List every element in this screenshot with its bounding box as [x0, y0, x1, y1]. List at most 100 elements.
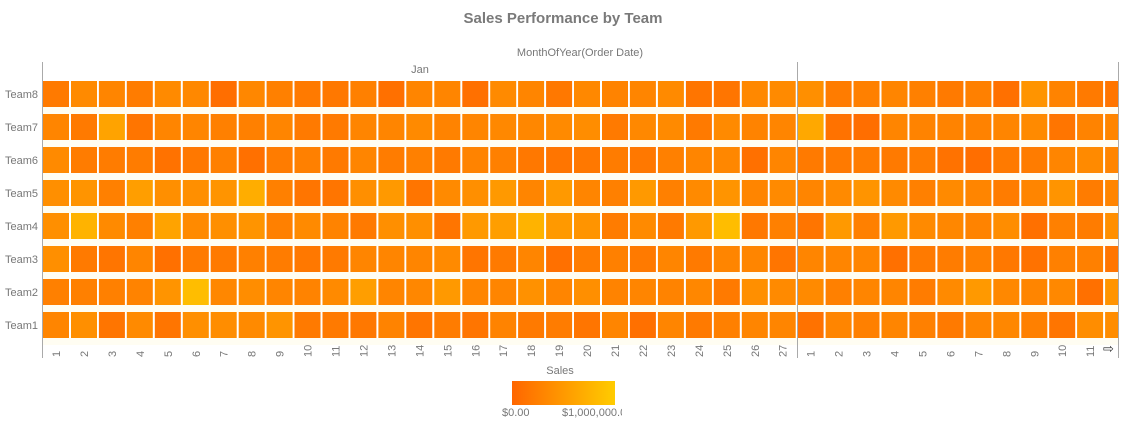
- heatmap-cell[interactable]: Team4 Jan 7: $400,000: [210, 213, 237, 239]
- heatmap-cell[interactable]: Team3 Feb 5: $200,000: [909, 246, 936, 272]
- heatmap-cell[interactable]: Team3 Jan 8: $250,000: [238, 246, 265, 272]
- heatmap-cell[interactable]: Team1 Feb 5: $250,000: [909, 312, 936, 338]
- heatmap-cell[interactable]: Team7 Jan 16: $300,000: [462, 114, 489, 140]
- heatmap-cell[interactable]: Team3 Jan 14: $300,000: [406, 246, 433, 272]
- heatmap-cell[interactable]: Team3 Feb 11: $250,000: [1077, 246, 1104, 272]
- heatmap-cell[interactable]: Team6 Feb 10: $300,000: [1049, 147, 1076, 173]
- heatmap-cell[interactable]: Team5 Jan 11: $150,000: [322, 180, 349, 206]
- heatmap-cell[interactable]: Team5 Jan 19: $500,000: [546, 180, 573, 206]
- heatmap-cell[interactable]: Team3 Jan 15: $350,000: [434, 246, 461, 272]
- heatmap-cell[interactable]: Team7 Feb 11: $280,000: [1077, 114, 1104, 140]
- heatmap-cell[interactable]: Team8 Jan 12: $250,000: [350, 81, 377, 107]
- heatmap-cell[interactable]: Team2 Jan 15: $500,000: [434, 279, 461, 305]
- heatmap-cell[interactable]: Team6 Jan 17: $250,000: [490, 147, 517, 173]
- heatmap-cell[interactable]: Team3 Jan 22: $200,000: [629, 246, 656, 272]
- heatmap-cell[interactable]: Team2 Jan 4: $280,000: [126, 279, 153, 305]
- heatmap-cell[interactable]: Team1 Jan 14: $150,000: [406, 312, 433, 338]
- heatmap-cell[interactable]: Team2 Feb 1: $350,000: [797, 279, 824, 305]
- heatmap-cell[interactable]: Team4 Jan 11: $280,000: [322, 213, 349, 239]
- heatmap-cell[interactable]: Team1 Jan 21: $300,000: [602, 312, 628, 338]
- heatmap-cell[interactable]: Team5 Jan 17: $500,000: [490, 180, 517, 206]
- heatmap-cell[interactable]: Team3 Jan 10: $180,000: [294, 246, 321, 272]
- heatmap-cell[interactable]: Team7 Feb 10: $150,000: [1049, 114, 1076, 140]
- heatmap-cell[interactable]: Team8 Jan 9: $250,000: [266, 81, 293, 107]
- heatmap-cell[interactable]: Team4 Feb 2: $500,000: [825, 213, 852, 239]
- heatmap-cell[interactable]: Team6 Feb 2: $200,000: [825, 147, 852, 173]
- heatmap-cell[interactable]: Team5 Feb 8: $220,000: [993, 180, 1020, 206]
- heatmap-cell[interactable]: Team4 Feb 5: $350,000: [909, 213, 936, 239]
- heatmap-cell[interactable]: Team7 Jan 25: $350,000: [713, 114, 740, 140]
- heatmap-cell[interactable]: Team8 Jan 15: $300,000: [434, 81, 461, 107]
- heatmap-cell[interactable]: Team6 Jan 1: $350,000: [43, 147, 69, 173]
- heatmap-cell[interactable]: Team3 Jan 13: $300,000: [378, 246, 405, 272]
- heatmap-cell[interactable]: Team3 Feb 6: $220,000: [937, 246, 964, 272]
- heatmap-cell[interactable]: Team7 Feb 2: $120,000: [825, 114, 852, 140]
- heatmap-cell[interactable]: Team1 Jan 3: $150,000: [98, 312, 125, 338]
- heatmap-cell[interactable]: Team5 Jan 15: $350,000: [434, 180, 461, 206]
- heatmap-cell[interactable]: Team4 Jan 2: $750,000: [71, 213, 97, 239]
- heatmap-cell[interactable]: Team3 Jan 23: $300,000: [657, 246, 684, 272]
- heatmap-cell[interactable]: Team4 Feb 4: $500,000: [881, 213, 908, 239]
- heatmap-cell[interactable]: Team1 Feb 7: $300,000: [965, 312, 992, 338]
- heatmap-cell[interactable]: Team6 Jan 10: $250,000: [294, 147, 321, 173]
- heatmap-cell[interactable]: Team1 Jan 8: $350,000: [238, 312, 265, 338]
- heatmap-cell[interactable]: Team3 Jan 26: $300,000: [741, 246, 768, 272]
- heatmap-cell[interactable]: Team4 Jan 25: $850,000: [713, 213, 740, 239]
- heatmap-cell[interactable]: Team3 Jan 18: $300,000: [518, 246, 545, 272]
- heatmap-cell[interactable]: Team8 Jan 4: $220,000: [126, 81, 153, 107]
- heatmap-cell[interactable]: Team7 Feb 1: $650,000: [797, 114, 824, 140]
- heatmap-cell[interactable]: Team1 Jan 19: $220,000: [546, 312, 573, 338]
- heatmap-cell[interactable]: Team2 Jan 17: $300,000: [490, 279, 517, 305]
- heatmap-cell[interactable]: Team6 Jan 13: $220,000: [378, 147, 405, 173]
- heatmap-cell[interactable]: Team8 Feb 7: $250,000: [965, 81, 992, 107]
- heatmap-cell[interactable]: Team2 Feb 11: $100,000: [1077, 279, 1104, 305]
- heatmap-cell[interactable]: Team3 Feb 4: $100,000: [881, 246, 908, 272]
- heatmap-cell[interactable]: Team3 Jan 24: $200,000: [685, 246, 712, 272]
- heatmap-cell[interactable]: Team7 Jan 17: $330,000: [490, 114, 517, 140]
- heatmap-cell[interactable]: Team4 Jan 17: $550,000: [490, 213, 517, 239]
- heatmap-cell[interactable]: Team2 Feb 5: $220,000: [909, 279, 936, 305]
- heatmap-cell[interactable]: Team3 Feb 10: $250,000: [1049, 246, 1076, 272]
- heatmap-cell[interactable]: Team5 Jan 24: $350,000: [685, 180, 712, 206]
- heatmap-cell[interactable]: Team2 Jan 23: $280,000: [657, 279, 684, 305]
- heatmap-cell[interactable]: Team4 Jan 6: $350,000: [182, 213, 209, 239]
- heatmap-cell[interactable]: Team8 Jan 11: $180,000: [322, 81, 349, 107]
- heatmap-cell[interactable]: Team3 Jan 25: $300,000: [713, 246, 740, 272]
- heatmap-cell[interactable]: Team8 Feb 4: $300,000: [881, 81, 908, 107]
- heatmap-cell[interactable]: Team1 Jan 25: $250,000: [713, 312, 740, 338]
- heatmap-cell[interactable]: Team7 Jan 9: $300,000: [266, 114, 293, 140]
- heatmap-cell[interactable]: Team1 Jan 27: $300,000: [769, 312, 796, 338]
- heatmap-cell[interactable]: Team6 Jan 9: $220,000: [266, 147, 293, 173]
- heatmap-cell[interactable]: Team8 Feb 2: $220,000: [825, 81, 852, 107]
- heatmap-cell[interactable]: Team5 Jan 6: $400,000: [182, 180, 209, 206]
- heatmap-cell[interactable]: Team3 Feb 12: $150,000: [1105, 246, 1131, 272]
- heatmap-cell[interactable]: Team7 Jan 14: $350,000: [406, 114, 433, 140]
- heatmap-cell[interactable]: Team7 Jan 21: $200,000: [602, 114, 628, 140]
- heatmap-cell[interactable]: Team4 Jan 22: $350,000: [629, 213, 656, 239]
- heatmap-cell[interactable]: Team5 Feb 4: $350,000: [881, 180, 908, 206]
- heatmap-cell[interactable]: Team4 Jan 18: $750,000: [518, 213, 545, 239]
- heatmap-cell[interactable]: Team3 Feb 2: $300,000: [825, 246, 852, 272]
- heatmap-cell[interactable]: Team2 Jan 21: $280,000: [602, 279, 628, 305]
- heatmap-cell[interactable]: Team5 Jan 12: $400,000: [350, 180, 377, 206]
- heatmap-cell[interactable]: Team6 Feb 11: $350,000: [1077, 147, 1104, 173]
- heatmap-cell[interactable]: Team2 Jan 1: $250,000: [43, 279, 69, 305]
- heatmap-cell[interactable]: Team2 Jan 24: $320,000: [685, 279, 712, 305]
- heatmap-cell[interactable]: Team4 Jan 20: $450,000: [574, 213, 600, 239]
- heatmap-cell[interactable]: Team6 Feb 12: $300,000: [1105, 147, 1131, 173]
- heatmap-cell[interactable]: Team3 Jan 21: $250,000: [602, 246, 628, 272]
- heatmap-cell[interactable]: Team5 Jan 25: $450,000: [713, 180, 740, 206]
- heatmap-cell[interactable]: Team4 Jan 26: $180,000: [741, 213, 768, 239]
- heatmap-cell[interactable]: Team8 Feb 9: $450,000: [1021, 81, 1048, 107]
- heatmap-cell[interactable]: Team7 Feb 3: $80,000: [853, 114, 880, 140]
- heatmap-cell[interactable]: Team6 Feb 4: $200,000: [881, 147, 908, 173]
- heatmap-cell[interactable]: Team2 Jan 16: $300,000: [462, 279, 489, 305]
- heatmap-cell[interactable]: Team2 Jan 27: $350,000: [769, 279, 796, 305]
- heatmap-cell[interactable]: Team3 Jan 5: $100,000: [154, 246, 181, 272]
- heatmap-cell[interactable]: Team4 Jan 3: $350,000: [98, 213, 125, 239]
- heatmap-cell[interactable]: Team5 Jan 8: $700,000: [238, 180, 265, 206]
- heatmap-cell[interactable]: Team4 Feb 1: $150,000: [797, 213, 824, 239]
- heatmap-cell[interactable]: Team7 Jan 24: $200,000: [685, 114, 712, 140]
- heatmap-cell[interactable]: Team1 Feb 3: $250,000: [853, 312, 880, 338]
- heatmap-cell[interactable]: Team8 Feb 5: $250,000: [909, 81, 936, 107]
